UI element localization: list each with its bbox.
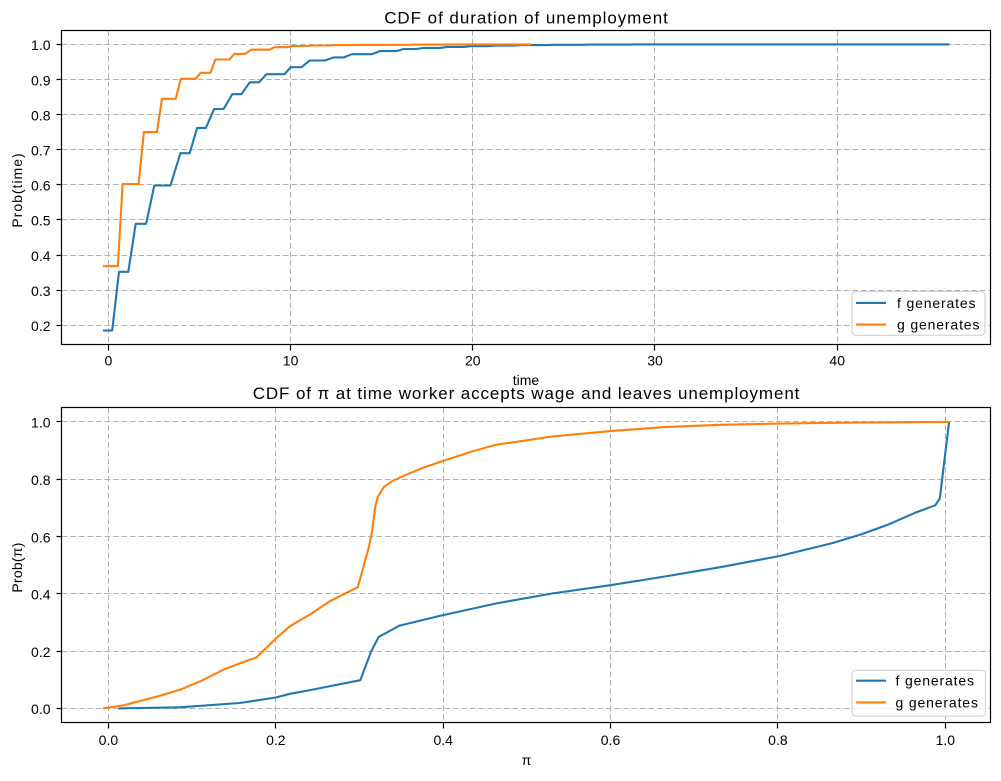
svg-text:20: 20	[465, 353, 481, 369]
svg-text:0.4: 0.4	[31, 248, 51, 264]
svg-text:π: π	[522, 752, 532, 768]
svg-text:0.5: 0.5	[31, 213, 51, 229]
svg-text:0.8: 0.8	[31, 107, 51, 123]
svg-text:40: 40	[829, 353, 845, 369]
svg-text:0.0: 0.0	[31, 701, 51, 717]
svg-text:30: 30	[647, 353, 663, 369]
svg-text:f generates: f generates	[896, 673, 975, 689]
svg-text:0.6: 0.6	[31, 529, 51, 545]
svg-text:1.0: 1.0	[31, 37, 51, 53]
svg-text:0.7: 0.7	[31, 143, 51, 159]
svg-text:time: time	[513, 372, 540, 388]
svg-text:CDF of duration of unemploymen: CDF of duration of unemployment	[384, 9, 669, 28]
svg-text:0.9: 0.9	[31, 72, 51, 88]
svg-text:1.0: 1.0	[936, 732, 956, 748]
svg-text:g generates: g generates	[897, 317, 980, 333]
svg-text:0.2: 0.2	[31, 644, 51, 660]
svg-text:0.0: 0.0	[99, 732, 119, 748]
svg-text:0: 0	[105, 353, 113, 369]
svg-text:1.0: 1.0	[31, 415, 51, 431]
svg-text:f generates: f generates	[897, 295, 976, 311]
svg-text:g generates: g generates	[896, 694, 979, 710]
svg-text:10: 10	[283, 353, 299, 369]
svg-text:Prob(time): Prob(time)	[9, 152, 25, 227]
svg-text:0.6: 0.6	[31, 178, 51, 194]
svg-text:0.2: 0.2	[266, 732, 286, 748]
svg-text:0.8: 0.8	[768, 732, 788, 748]
svg-text:0.8: 0.8	[31, 472, 51, 488]
svg-text:Prob(π): Prob(π)	[9, 542, 25, 592]
svg-text:0.4: 0.4	[31, 587, 51, 603]
svg-text:0.6: 0.6	[601, 732, 621, 748]
svg-text:CDF of π at time worker accept: CDF of π at time worker accepts wage and…	[253, 384, 801, 403]
svg-text:0.4: 0.4	[433, 732, 453, 748]
svg-text:0.3: 0.3	[31, 283, 51, 299]
svg-text:0.2: 0.2	[31, 318, 51, 334]
